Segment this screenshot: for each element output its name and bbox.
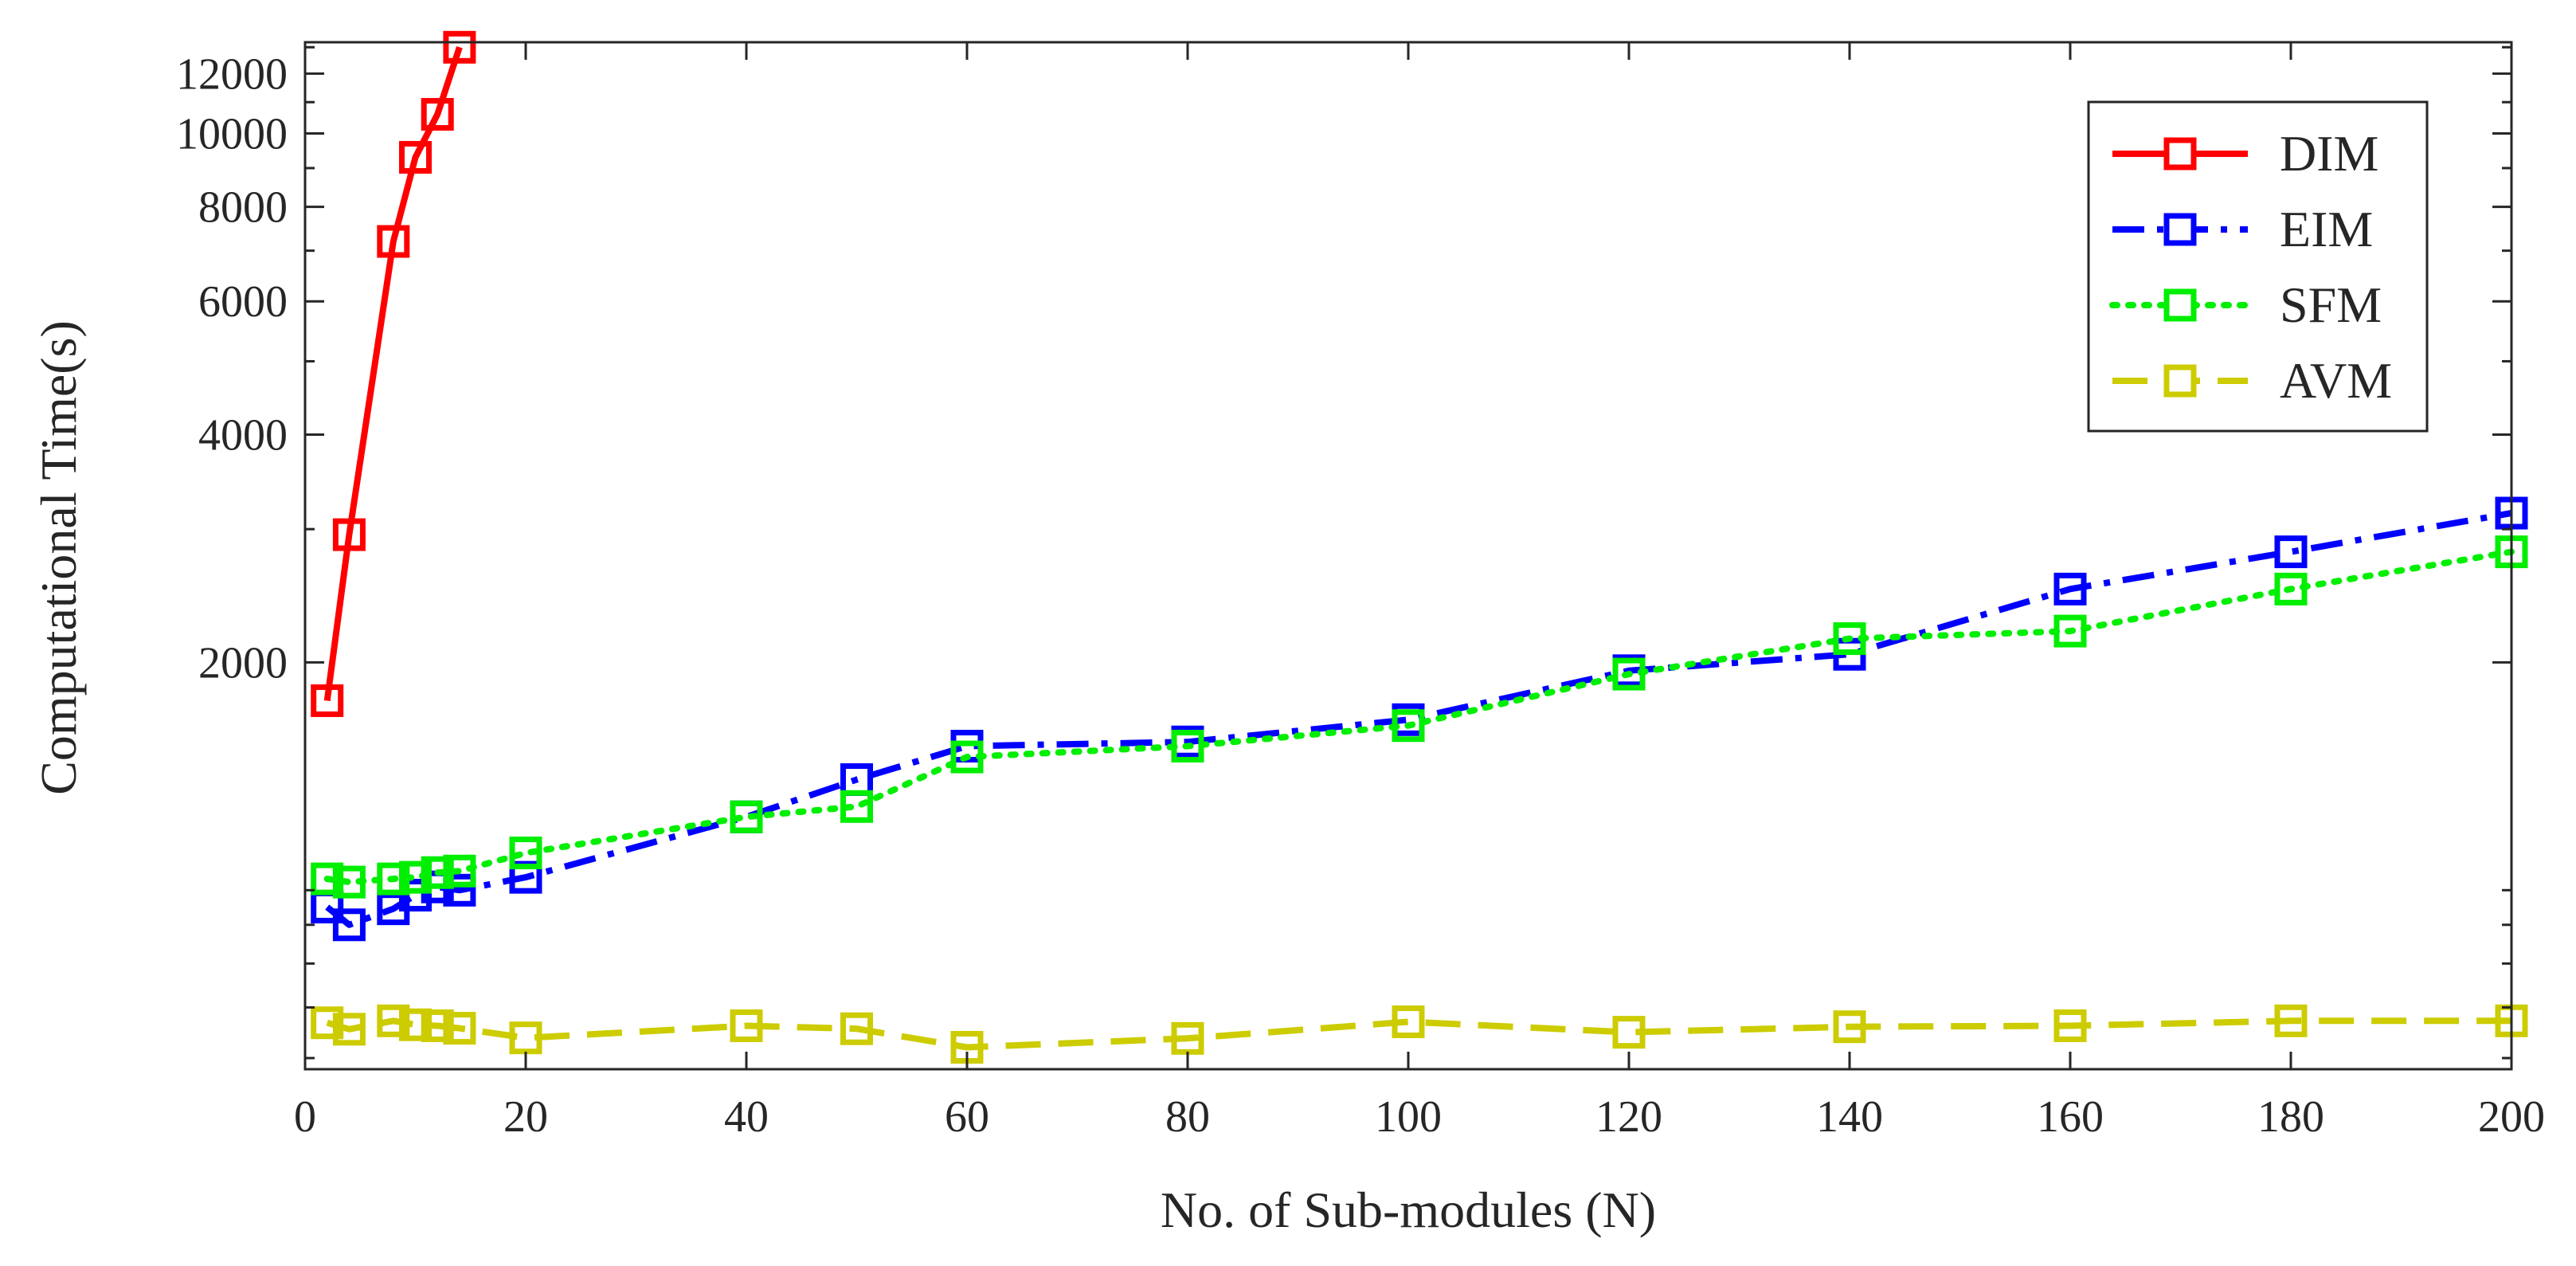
axes-layer: 0 20 40 60 80 100 120 140 160 180 200 2000 4000 6000 8… bbox=[176, 41, 2545, 1142]
data-point-sfm-2 bbox=[377, 862, 410, 896]
data-point-avm-14 bbox=[2053, 1009, 2087, 1042]
data-point-dim-4 bbox=[421, 97, 454, 131]
data-point-sfm-4 bbox=[421, 856, 454, 889]
legend-marker-dim bbox=[2163, 137, 2197, 170]
x-tick-label: 140 bbox=[1816, 1092, 1883, 1142]
x-axis-title: No. of Sub-modules (N) bbox=[1161, 1182, 1656, 1238]
y-tick-label: 4000 bbox=[198, 410, 288, 460]
legend-label-eim: EIM bbox=[2280, 201, 2373, 257]
data-point-avm-11 bbox=[1392, 1005, 1425, 1038]
data-point-avm-7 bbox=[730, 1009, 763, 1042]
data-point-sfm-3 bbox=[399, 860, 432, 894]
x-tick-label: 100 bbox=[1375, 1092, 1442, 1142]
y-tick-label: 6000 bbox=[198, 277, 288, 327]
data-point-avm-3 bbox=[399, 1008, 432, 1041]
series-eim bbox=[311, 496, 2528, 942]
data-point-eim-15 bbox=[2274, 535, 2308, 569]
x-tick-label: 80 bbox=[1165, 1092, 1210, 1142]
data-point-avm-4 bbox=[421, 1009, 454, 1042]
data-point-sfm-15 bbox=[2274, 572, 2308, 606]
y-axis-title: Computational Time(s) bbox=[30, 320, 87, 795]
x-tick-label: 120 bbox=[1595, 1092, 1662, 1142]
data-point-avm-5 bbox=[443, 1012, 476, 1045]
data-point-dim-3 bbox=[399, 140, 432, 174]
legend-marker-avm bbox=[2163, 364, 2197, 398]
data-point-eim-14 bbox=[2053, 572, 2087, 606]
series-dim bbox=[311, 30, 476, 717]
legend-label-avm: AVM bbox=[2280, 352, 2392, 409]
y-tick-label: 8000 bbox=[198, 183, 288, 233]
data-point-avm-1 bbox=[332, 1013, 366, 1046]
data-point-avm-12 bbox=[1612, 1016, 1646, 1049]
legend: DIM EIM SFM AVM bbox=[2087, 100, 2429, 433]
data-point-sfm-9 bbox=[950, 740, 984, 774]
x-tick-label: 20 bbox=[503, 1092, 548, 1142]
series-avm bbox=[311, 1004, 2528, 1064]
y-tick-label: 10000 bbox=[176, 110, 288, 159]
data-point-avm-0 bbox=[311, 1006, 344, 1040]
data-point-avm-8 bbox=[840, 1012, 873, 1045]
data-point-dim-5 bbox=[443, 30, 476, 64]
data-point-avm-6 bbox=[509, 1021, 542, 1055]
x-tick-label: 180 bbox=[2257, 1092, 2324, 1142]
x-tick-label: 40 bbox=[724, 1092, 769, 1142]
data-point-avm-15 bbox=[2274, 1004, 2308, 1037]
data-point-sfm-6 bbox=[509, 837, 542, 870]
series-sfm bbox=[311, 535, 2528, 899]
legend-label-dim: DIM bbox=[2280, 125, 2378, 182]
data-point-sfm-0 bbox=[311, 862, 344, 896]
data-point-sfm-13 bbox=[1833, 622, 1866, 656]
data-point-sfm-14 bbox=[2053, 614, 2087, 648]
data-point-sfm-10 bbox=[1171, 730, 1204, 763]
data-point-dim-2 bbox=[377, 225, 410, 258]
data-point-sfm-1 bbox=[332, 865, 366, 899]
legend-label-sfm: SFM bbox=[2280, 276, 2382, 333]
data-point-avm-2 bbox=[377, 1004, 410, 1037]
data-point-eim-1 bbox=[332, 908, 366, 942]
data-point-dim-1 bbox=[332, 518, 366, 551]
data-point-sfm-5 bbox=[443, 854, 476, 888]
series-layer bbox=[311, 30, 2528, 1064]
y-tick-label: 2000 bbox=[198, 638, 288, 688]
data-point-sfm-7 bbox=[730, 800, 763, 833]
data-point-sfm-8 bbox=[840, 790, 873, 823]
x-tick-label: 0 bbox=[294, 1092, 316, 1142]
legend-marker-eim bbox=[2163, 213, 2197, 246]
data-point-dim-0 bbox=[311, 684, 344, 717]
x-tick-label: 60 bbox=[945, 1092, 989, 1142]
data-point-avm-13 bbox=[1833, 1010, 1866, 1044]
x-tick-label: 160 bbox=[2037, 1092, 2104, 1142]
data-point-sfm-12 bbox=[1612, 657, 1646, 691]
x-tick-label: 200 bbox=[2478, 1092, 2545, 1142]
data-point-eim-5 bbox=[443, 873, 476, 907]
legend-marker-sfm bbox=[2163, 288, 2197, 322]
data-point-sfm-11 bbox=[1392, 709, 1425, 743]
y-tick-label: 12000 bbox=[176, 49, 288, 99]
